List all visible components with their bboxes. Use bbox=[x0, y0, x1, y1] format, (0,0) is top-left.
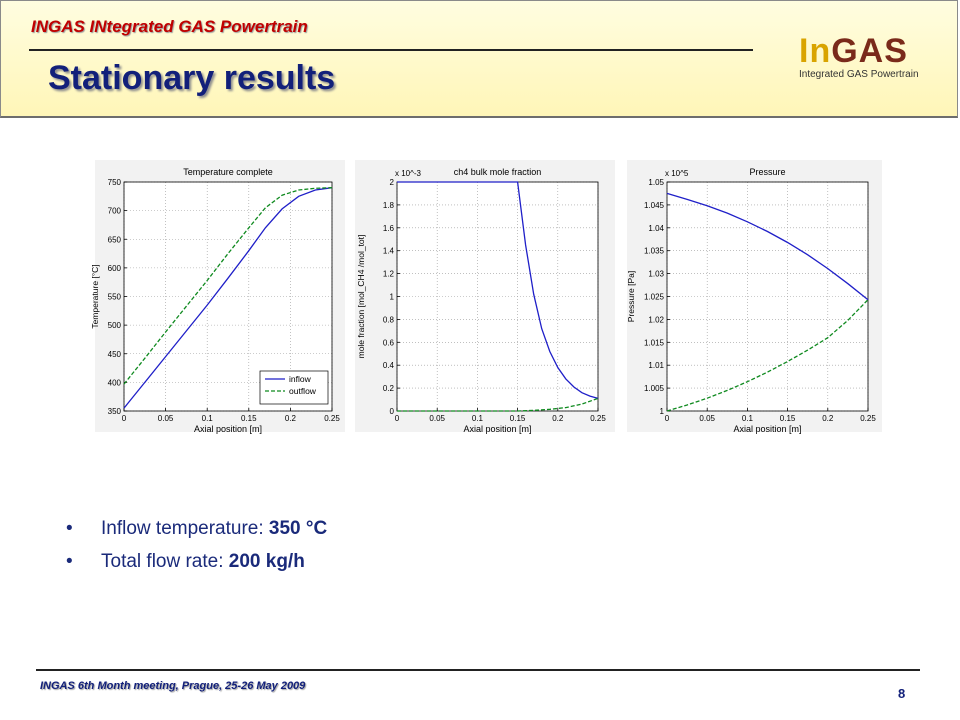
x-axis-label: Axial position [m] bbox=[194, 424, 262, 434]
chart-3: 0 0.05 0.1 0.15 0.2 0.25 1 1.005 1.01 1.015 1.02 1.… bbox=[626, 160, 882, 434]
series-line-outflow bbox=[123, 187, 333, 385]
chart-title: ch4 bulk mole fraction bbox=[454, 167, 542, 177]
ingas-logo: InGAS Integrated GAS Powertrain bbox=[799, 33, 939, 93]
x-axis-label: Axial position [m] bbox=[733, 424, 801, 434]
legend-box bbox=[259, 370, 329, 405]
x-tick-label: 0.2 bbox=[285, 414, 297, 423]
x-tick-label: 0.15 bbox=[510, 414, 526, 423]
series-line-inflow bbox=[397, 181, 599, 400]
y-tick-label: 1 bbox=[660, 407, 665, 416]
chart-title: Temperature complete bbox=[183, 167, 273, 177]
bullet-label: Total flow rate: bbox=[101, 551, 229, 572]
series-line-inflow bbox=[123, 187, 333, 409]
x-tick-label: 0.05 bbox=[699, 414, 715, 423]
x-tick-label: 0.05 bbox=[158, 414, 174, 423]
series-line-outflow bbox=[666, 299, 869, 412]
x-tick-label: 0.1 bbox=[202, 414, 214, 423]
y-tick-label: 0.6 bbox=[383, 338, 395, 347]
chart-1: 0 0.05 0.1 0.15 0.2 0.25 350 400 450 500 550 600 650… bbox=[90, 160, 345, 434]
y-tick-label: 550 bbox=[108, 293, 122, 302]
logo-subtitle: Integrated GAS Powertrain bbox=[799, 69, 919, 80]
y-tick-label: 1.03 bbox=[648, 270, 664, 279]
bullet-marker: • bbox=[66, 551, 73, 572]
y-tick-label: 0.8 bbox=[383, 315, 395, 324]
y-tick-label: 0 bbox=[390, 407, 395, 416]
axis-multiplier: x 10^-3 bbox=[395, 169, 422, 178]
series-line-inflow bbox=[666, 192, 869, 301]
bullet-value: 200 kg/h bbox=[228, 551, 305, 572]
chart-title: Pressure bbox=[749, 167, 785, 177]
y-tick-label: 1.05 bbox=[648, 178, 664, 187]
header-band: INGAS INtegrated GAS Powertrain Stationa… bbox=[0, 0, 958, 118]
y-tick-label: 0.4 bbox=[383, 361, 395, 370]
x-axis-label: Axial position [m] bbox=[463, 424, 531, 434]
x-tick-label: 0 bbox=[395, 414, 400, 423]
y-tick-label: 1.045 bbox=[644, 201, 665, 210]
y-tick-label: 1.01 bbox=[648, 361, 664, 370]
y-tick-label: 1.2 bbox=[383, 270, 395, 279]
series-line-outflow bbox=[397, 397, 599, 412]
project-title: INGAS INtegrated GAS Powertrain bbox=[31, 17, 308, 36]
footer-meeting-info: INGAS 6th Month meeting, Prague, 25-26 M… bbox=[40, 680, 306, 692]
x-tick-label: 0.15 bbox=[780, 414, 796, 423]
x-tick-label: 0.25 bbox=[324, 414, 340, 423]
x-tick-label: 0.2 bbox=[822, 414, 834, 423]
y-tick-label: 500 bbox=[108, 321, 122, 330]
legend-label-inflow: inflow bbox=[289, 374, 312, 384]
x-tick-label: 0.25 bbox=[860, 414, 876, 423]
y-axis-label: mole fraction [mol_CH4 /mol_tot] bbox=[356, 235, 366, 359]
page-title: Stationary results bbox=[48, 59, 336, 97]
y-tick-label: 650 bbox=[108, 235, 122, 244]
y-tick-label: 450 bbox=[108, 350, 122, 359]
y-tick-label: 0.2 bbox=[383, 384, 395, 393]
x-tick-label: 0.15 bbox=[241, 414, 257, 423]
x-tick-label: 0 bbox=[665, 414, 670, 423]
x-tick-label: 0.1 bbox=[472, 414, 484, 423]
logo-in: In bbox=[799, 32, 832, 70]
y-tick-label: 700 bbox=[108, 207, 122, 216]
header-divider bbox=[29, 49, 753, 51]
y-tick-label: 400 bbox=[108, 378, 122, 387]
bullet-marker: • bbox=[66, 518, 73, 539]
footer-divider bbox=[36, 669, 920, 671]
y-tick-label: 1.6 bbox=[383, 224, 395, 233]
y-tick-label: 1 bbox=[390, 293, 395, 302]
y-tick-label: 1.4 bbox=[383, 247, 395, 256]
logo-wordmark: InGAS bbox=[799, 33, 939, 69]
y-tick-label: 1.025 bbox=[644, 293, 665, 302]
bullet-value: 350 °C bbox=[268, 518, 328, 539]
logo-gas: GAS bbox=[831, 32, 908, 70]
y-tick-label: 1.8 bbox=[383, 201, 395, 210]
y-tick-label: 1.04 bbox=[648, 224, 664, 233]
y-tick-label: 350 bbox=[108, 407, 122, 416]
bullet-label: Inflow temperature: bbox=[101, 518, 269, 539]
y-tick-label: 1.015 bbox=[644, 338, 665, 347]
plot-frame bbox=[666, 181, 869, 412]
x-tick-label: 0.2 bbox=[552, 414, 564, 423]
y-tick-label: 600 bbox=[108, 264, 122, 273]
y-axis-label: Temperature [°C] bbox=[90, 264, 100, 328]
y-tick-label: 1.005 bbox=[644, 384, 665, 393]
chart-2: 0 0.05 0.1 0.15 0.2 0.25 0 0.2 0.4 0.6 0.8 1 1.2 1.4 1… bbox=[355, 160, 615, 434]
y-tick-label: 2 bbox=[390, 178, 395, 187]
x-tick-label: 0.1 bbox=[742, 414, 754, 423]
x-tick-label: 0 bbox=[122, 414, 127, 423]
x-tick-label: 0.05 bbox=[429, 414, 445, 423]
chart-legend: inflow outflow bbox=[259, 370, 329, 405]
y-tick-label: 750 bbox=[108, 178, 122, 187]
y-tick-label: 1.02 bbox=[648, 315, 664, 324]
y-axis-label: Pressure [Pa] bbox=[626, 271, 636, 323]
y-tick-label: 1.035 bbox=[644, 247, 665, 256]
legend-label-outflow: outflow bbox=[289, 386, 317, 396]
plot-frame bbox=[123, 181, 333, 412]
x-tick-label: 0.25 bbox=[590, 414, 606, 423]
page-number: 8 bbox=[898, 686, 906, 701]
axis-multiplier: x 10^5 bbox=[665, 169, 689, 178]
